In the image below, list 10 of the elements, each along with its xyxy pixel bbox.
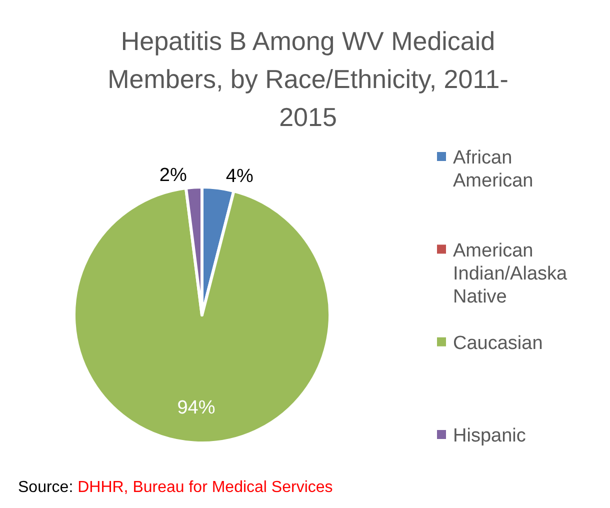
data-label: 4% — [226, 166, 254, 187]
legend-label: African American — [453, 148, 534, 192]
data-label: 2% — [159, 165, 187, 186]
legend-label: Caucasian — [453, 332, 543, 354]
source-note: Source: DHHR, Bureau for Medical Services — [18, 479, 333, 496]
data-label: 94% — [177, 398, 216, 419]
legend-label: Hispanic — [453, 426, 526, 447]
chart-title: Hepatitis B Among WV Medicaid Members, by Race/Ethnicity, 2011-2015 — [108, 26, 508, 132]
pie-slice — [72, 186, 332, 444]
legend-label: American Indian/Alaska Native — [453, 240, 568, 308]
